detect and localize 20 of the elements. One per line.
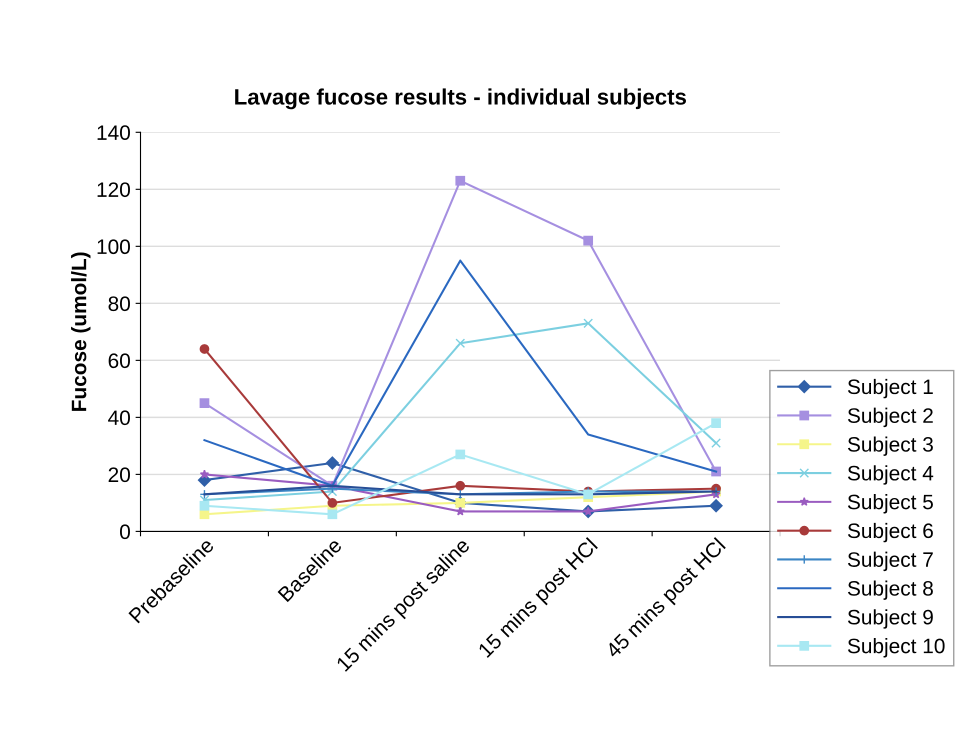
legend-label: Subject 10	[848, 638, 945, 658]
y-tick-label: 80	[108, 296, 130, 312]
y-tick-label: 100	[98, 239, 130, 254]
legend-label: Subject 6	[848, 522, 933, 542]
legend-label: Subject 5	[848, 494, 933, 514]
y-axis-title: Fucose (umol/L)	[71, 252, 90, 411]
legend-label: Subject 4	[848, 465, 934, 485]
legend-label: Subject 1	[848, 378, 933, 398]
legend-label: Subject 3	[848, 436, 933, 456]
legend-label: Subject 7	[848, 552, 933, 572]
legend-label: Subject 8	[848, 580, 933, 600]
y-tick-label: 0	[120, 524, 130, 540]
legend-label: Subject 2	[848, 408, 933, 428]
legend-label: Subject 9	[848, 609, 933, 629]
y-tick-label: 20	[108, 467, 130, 482]
y-tick-label: 60	[108, 353, 130, 368]
y-tick-label: 40	[108, 410, 130, 426]
chart-title: Lavage fucose results - individual subjects	[235, 88, 686, 110]
y-tick-label: 120	[98, 182, 130, 198]
y-tick-label: 140	[98, 125, 130, 140]
